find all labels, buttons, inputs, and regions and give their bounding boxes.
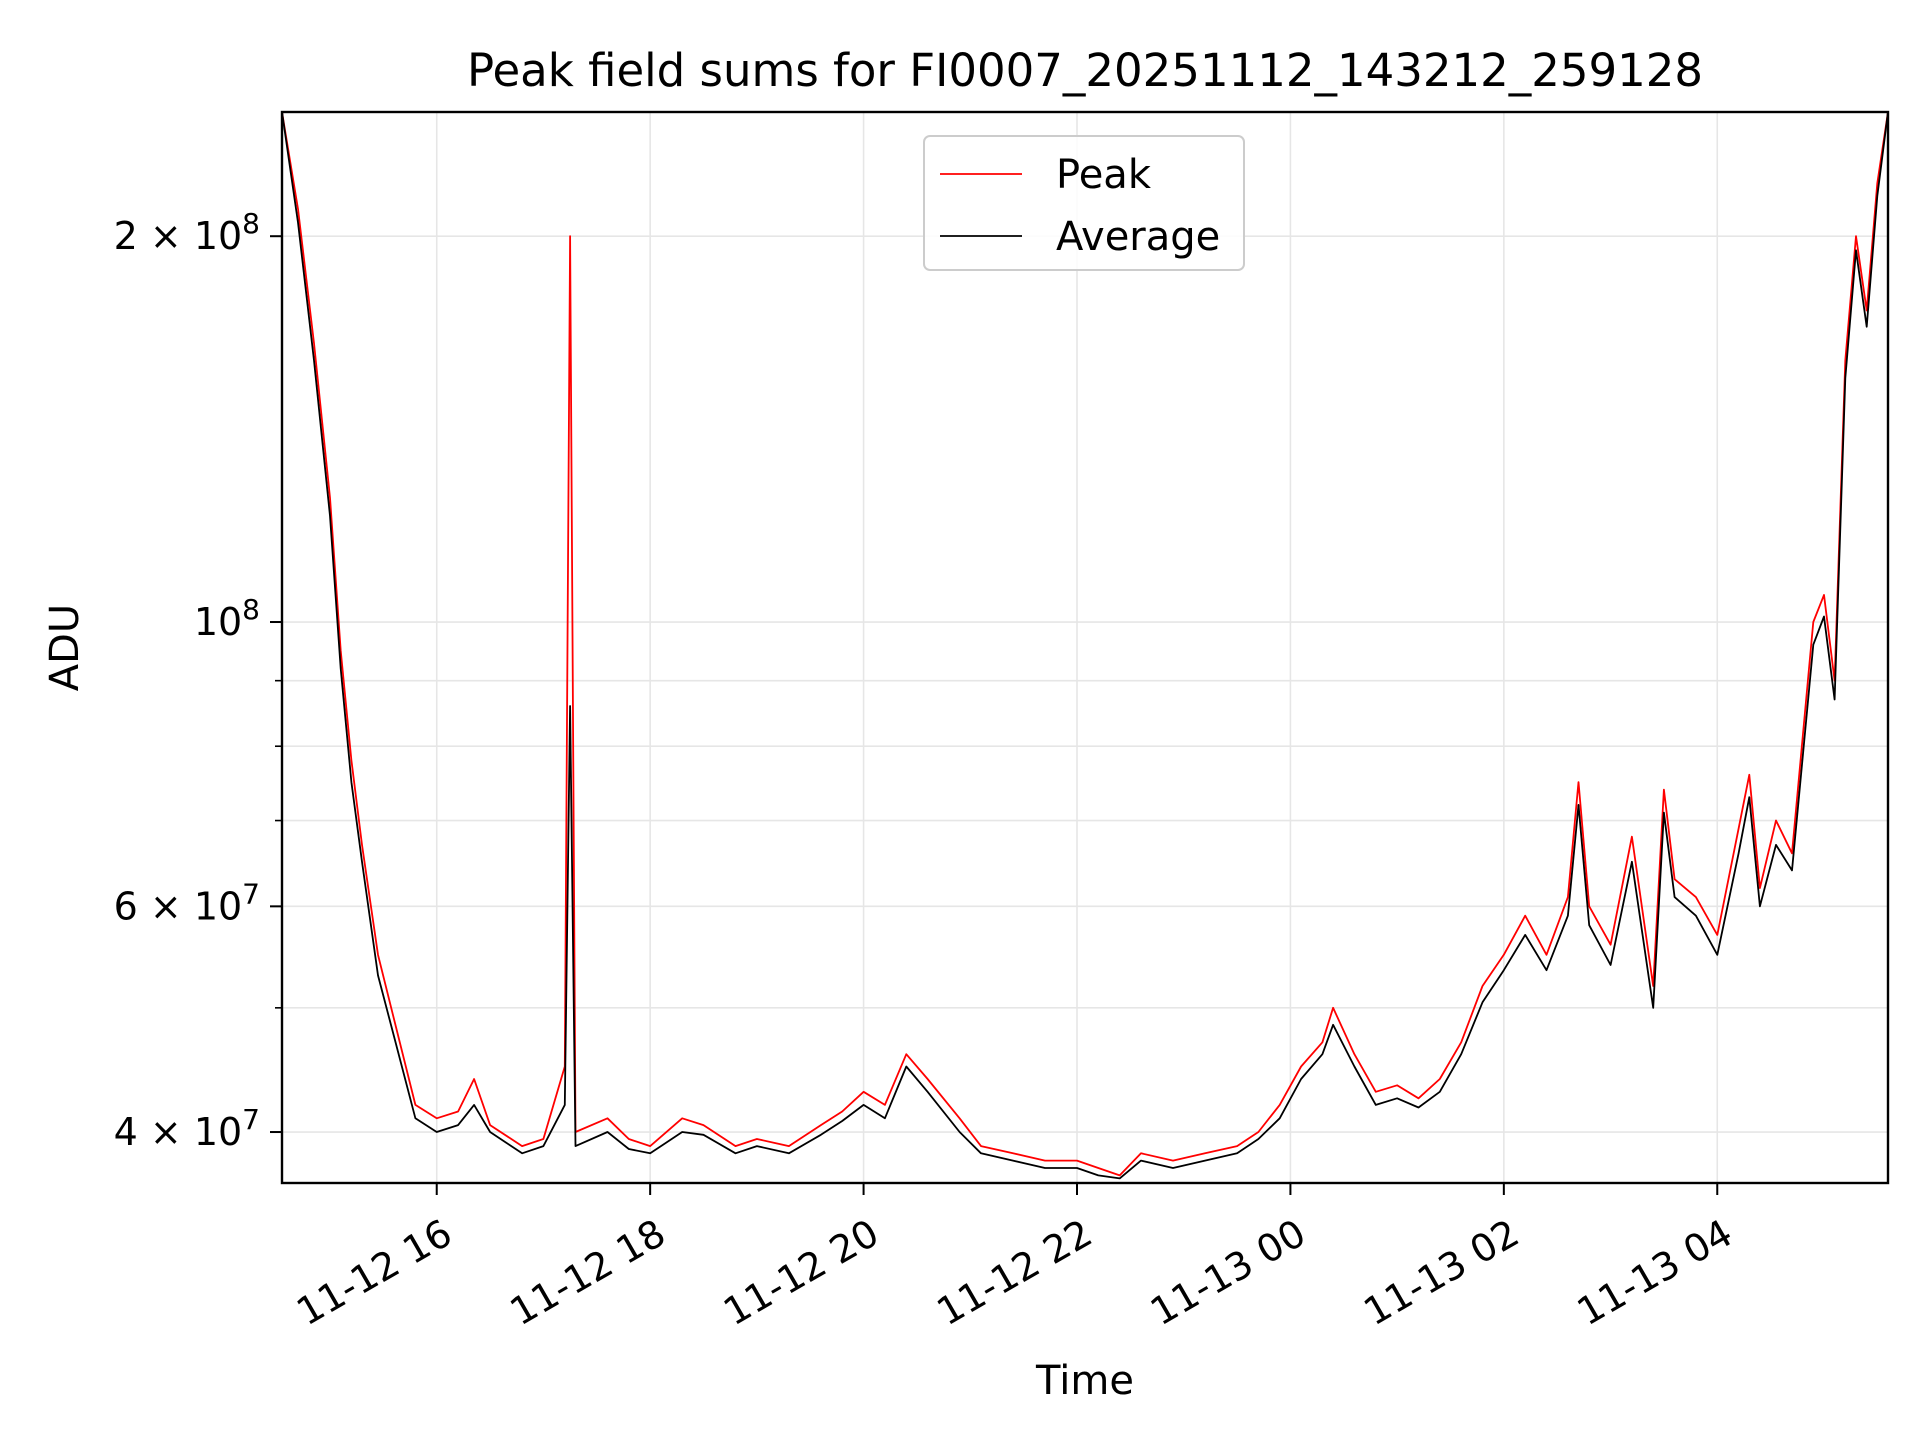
plot-frame — [280, 110, 1890, 1185]
grid — [282, 112, 1888, 1183]
y-tick-label: 6 × 107 — [114, 877, 260, 928]
series-layer — [282, 112, 1888, 1180]
y-axis-label: ADU — [42, 604, 88, 691]
legend: Peak Average — [923, 135, 1245, 271]
y-tick-label: 4 × 107 — [114, 1103, 260, 1154]
y-tick-label: 108 — [194, 593, 260, 644]
series-line-average — [282, 112, 1888, 1180]
legend-label-average: Average — [1056, 214, 1220, 260]
legend-label-peak: Peak — [1056, 152, 1152, 198]
y-tick-label: 2 × 108 — [114, 207, 260, 258]
chart-title: Peak field sums for FI0007_20251112_1432… — [467, 44, 1703, 97]
series-line-peak — [282, 112, 1888, 1177]
x-axis-label: Time — [1035, 1358, 1134, 1404]
